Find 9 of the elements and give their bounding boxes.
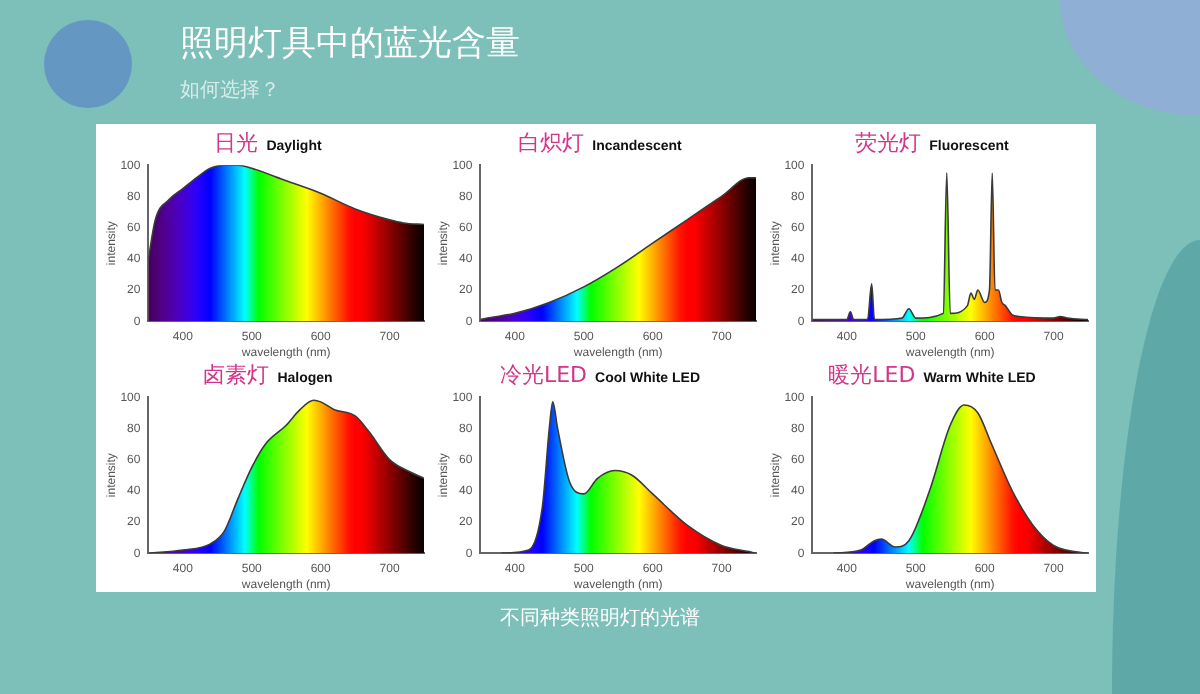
- text: 卤素灯: [203, 362, 270, 388]
- text: 冷光LED: [499, 362, 588, 388]
- text: 日光: [214, 130, 259, 156]
- text: 不同种类照明灯的光谱: [498, 605, 702, 632]
- text: 照明灯具中的蓝光含量: [180, 22, 520, 66]
- text: 暖光LED: [828, 362, 916, 388]
- text: 荧光灯: [855, 130, 922, 156]
- text: 如何选择？: [180, 77, 280, 104]
- text: 白炽灯: [518, 130, 585, 156]
